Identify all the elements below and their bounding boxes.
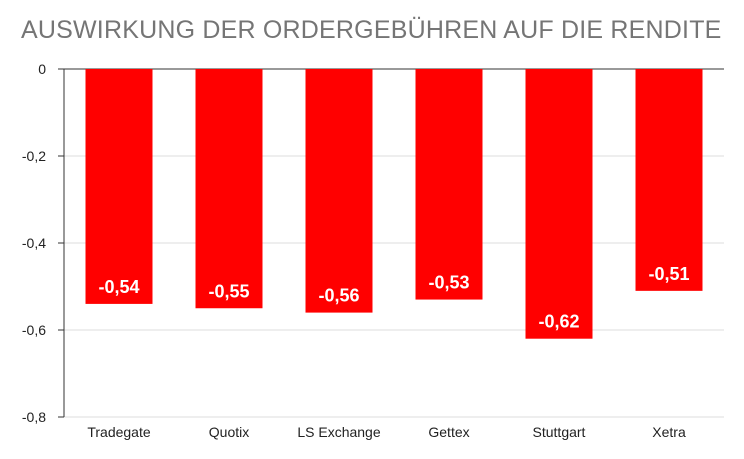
bar bbox=[525, 69, 593, 339]
x-category-labels: Tradegate Quotix LS Exchange Gettex Stuttgar… bbox=[87, 424, 686, 440]
bars bbox=[85, 69, 703, 339]
y-tick-label: 0 bbox=[38, 61, 46, 77]
bar bbox=[415, 69, 483, 300]
data-label: -0,62 bbox=[538, 312, 579, 332]
x-category-label: Stuttgart bbox=[533, 424, 586, 440]
data-label: -0,55 bbox=[208, 281, 249, 301]
bar bbox=[85, 69, 153, 304]
x-category-label: Gettex bbox=[428, 424, 469, 440]
y-tick-labels: 0 -0,2 -0,4 -0,6 -0,8 bbox=[22, 61, 46, 425]
gridlines bbox=[64, 155, 724, 418]
data-label: -0,51 bbox=[648, 264, 689, 284]
bar bbox=[195, 69, 263, 309]
x-category-label: Quotix bbox=[209, 424, 249, 440]
y-tick-label: -0,8 bbox=[22, 409, 46, 425]
data-label: -0,56 bbox=[318, 286, 359, 306]
axes bbox=[58, 68, 724, 418]
data-labels: -0,54 -0,55 -0,56 -0,53 -0,62 -0,51 bbox=[98, 264, 689, 332]
y-tick-label: -0,6 bbox=[22, 322, 46, 338]
x-category-label: Tradegate bbox=[87, 424, 151, 440]
x-category-label: LS Exchange bbox=[297, 424, 380, 440]
y-tick-label: -0,2 bbox=[22, 148, 46, 164]
chart-title: AUSWIRKUNG DER ORDERGEBÜHREN AUF DIE REN… bbox=[21, 16, 722, 44]
bar bbox=[305, 69, 373, 313]
y-tick-label: -0,4 bbox=[22, 235, 46, 251]
data-label: -0,53 bbox=[428, 273, 469, 293]
bar bbox=[635, 69, 703, 291]
data-label: -0,54 bbox=[98, 277, 139, 297]
x-category-label: Xetra bbox=[652, 424, 686, 440]
